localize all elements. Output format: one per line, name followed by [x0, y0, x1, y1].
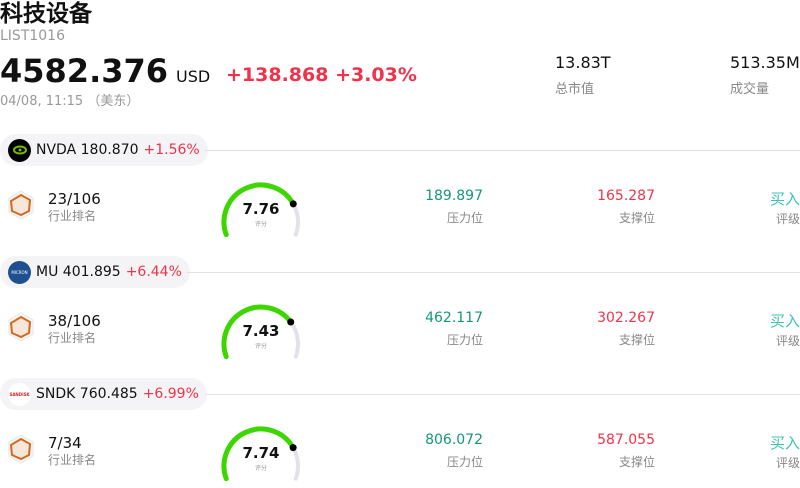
score-label: 评分: [254, 465, 267, 472]
market-cap-value: 13.83T: [555, 53, 611, 72]
resistance-value: 189.897: [425, 188, 483, 204]
support-value: 302.267: [597, 310, 655, 326]
score-value: 7.74: [242, 444, 280, 462]
index-price: 4582.376: [0, 52, 169, 90]
divider: [187, 272, 800, 273]
score-value: 7.76: [242, 200, 280, 218]
score-label: 评分: [254, 343, 267, 350]
ticker-price: SNDK 760.485: [36, 386, 138, 402]
stock-chip-mu[interactable]: MICRON MU 401.895 +6.44%: [0, 256, 190, 288]
stock-chip-sndk[interactable]: SANDISK SNDK 760.485 +6.99%: [0, 378, 207, 410]
rating-label: 评级: [775, 334, 800, 348]
support-label: 支撑位: [618, 333, 655, 347]
radar-icon: [8, 434, 34, 464]
support-label: 支撑位: [618, 211, 655, 225]
currency: USD: [176, 67, 211, 86]
divider: [205, 150, 800, 151]
nvidia-logo-icon: [8, 138, 31, 162]
industry-rank: 23/106: [48, 190, 101, 208]
industry-rank-label: 行业排名: [48, 209, 97, 223]
ticker-change: +1.56%: [143, 142, 200, 158]
radar-icon: [8, 312, 34, 342]
industry-rank-label: 行业排名: [48, 331, 97, 345]
list-code: LIST1016: [0, 28, 65, 44]
rating-label: 评级: [775, 212, 800, 226]
sandisk-logo-icon: SANDISK: [8, 382, 31, 406]
resistance-value: 806.072: [425, 432, 483, 448]
ticker-change: +6.99%: [142, 386, 199, 402]
resistance-label: 压力位: [446, 333, 483, 347]
industry-rank: 38/106: [48, 312, 101, 330]
resistance-label: 压力位: [446, 455, 483, 469]
resistance-label: 压力位: [446, 211, 483, 225]
rating-value: 买入: [769, 190, 800, 208]
micron-logo-icon: MICRON: [8, 260, 31, 284]
support-label: 支撑位: [618, 455, 655, 469]
page-title: 科技设备: [0, 1, 92, 27]
score-label: 评分: [254, 221, 267, 228]
support-value: 165.287: [597, 188, 655, 204]
volume-label: 成交量: [730, 82, 770, 97]
score-value: 7.43: [242, 322, 280, 340]
price-change: +138.868 +3.03%: [226, 64, 417, 86]
rating-value: 买入: [769, 312, 800, 330]
ticker-price: MU 401.895: [36, 264, 121, 280]
timestamp: 04/08, 11:15 （美东）: [0, 94, 140, 109]
market-cap-label: 总市值: [555, 82, 595, 97]
ticker-change: +6.44%: [125, 264, 182, 280]
stock-chip-nvda[interactable]: NVDA 180.870 +1.56%: [0, 134, 208, 166]
support-value: 587.055: [597, 432, 655, 448]
rating-label: 评级: [775, 456, 800, 470]
divider: [205, 394, 800, 395]
radar-icon: [8, 190, 34, 220]
industry-rank-label: 行业排名: [48, 453, 97, 467]
ticker-price: NVDA 180.870: [36, 142, 139, 158]
rating-value: 买入: [769, 434, 800, 452]
resistance-value: 462.117: [425, 310, 483, 326]
industry-rank: 7/34: [48, 434, 82, 452]
volume-value: 513.35M: [730, 53, 800, 72]
